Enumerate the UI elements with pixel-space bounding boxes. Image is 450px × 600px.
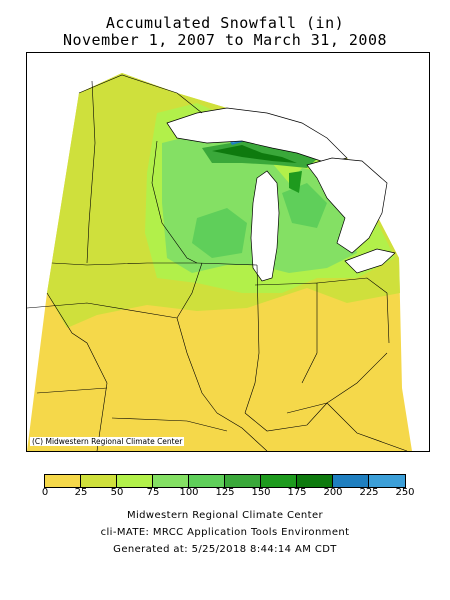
legend-tick-label: 175 [287,487,307,498]
legend-tick-label: 75 [146,487,160,498]
state-boundaries [27,80,408,451]
legend-swatch [189,475,225,487]
footer-org: Midwestern Regional Climate Center [126,510,324,521]
legend-swatch [153,475,189,487]
legend-tick-label: 0 [41,487,49,498]
color-legend [44,474,406,488]
legend-swatch [225,475,261,487]
legend-swatch [297,475,333,487]
canada-border [78,74,203,114]
map-title: Accumulated Snowfall (in) [105,14,345,32]
legend-tick-label: 125 [215,487,235,498]
region-150-175 [212,145,297,163]
lake-huron [306,157,388,254]
region-100-125-b [282,183,327,228]
legend-tick-label: 100 [179,487,199,498]
legend-tick-label: 225 [359,487,379,498]
legend-tick-label: 150 [251,487,271,498]
map-subtitle: November 1, 2007 to March 31, 2008 [62,31,388,49]
region-150-175-b [289,171,302,193]
legend-tick-label: 25 [74,487,88,498]
footer-generated: Generated at: 5/25/2018 8:44:14 AM CDT [113,544,337,555]
lake-erie [344,248,396,274]
legend-tick-label: 250 [395,487,415,498]
legend-swatch [369,475,405,487]
map-credit: (C) Midwestern Regional Climate Center [30,437,185,446]
legend-swatch [117,475,153,487]
legend-swatch [81,475,117,487]
footer-tool: cli-MATE: MRCC Application Tools Environ… [100,527,350,538]
legend-swatch [333,475,369,487]
legend-swatch [261,475,297,487]
legend-swatch [45,475,81,487]
legend-tick-label: 200 [323,487,343,498]
legend-ticks: 0 25 50 75 100 125 150 175 200 225 250 [41,487,415,501]
region-100-125 [192,208,247,258]
legend-tick-label: 50 [110,487,124,498]
lake-michigan [250,170,280,282]
snowfall-map [26,52,430,452]
